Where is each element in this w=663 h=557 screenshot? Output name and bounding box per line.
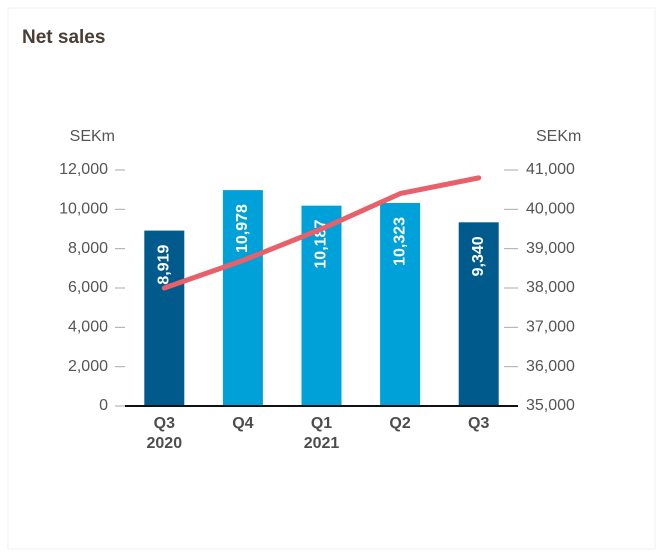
y2-tick-label: 41,000 — [526, 161, 575, 178]
bar-value-label: 10,978 — [234, 204, 251, 253]
bar — [144, 230, 185, 406]
y2-tick-label: 39,000 — [526, 240, 575, 257]
bar-value-label: 10,323 — [391, 217, 408, 266]
x-tick-label: Q4 — [232, 415, 254, 432]
chart-title: Net sales — [22, 27, 105, 48]
y2-tick-label: 40,000 — [526, 201, 575, 218]
y-tick-label: 10,000 — [59, 201, 108, 218]
bar-value-label: 9,340 — [470, 236, 487, 276]
x-tick-label: Q3 — [468, 415, 490, 432]
y2-tick-label: 36,000 — [526, 358, 575, 375]
y-tick-label: 12,000 — [59, 161, 108, 178]
y-tick-label: 6,000 — [68, 279, 108, 296]
bar — [380, 202, 421, 406]
y2-tick-label: 38,000 — [526, 279, 575, 296]
panel — [7, 7, 656, 550]
y2-tick-label: 37,000 — [526, 319, 575, 336]
y2-unit: SEKm — [536, 128, 581, 145]
bar — [222, 190, 263, 406]
y-tick-label: 8,000 — [68, 240, 108, 257]
y-unit: SEKm — [70, 128, 115, 145]
y2-tick-label: 35,000 — [526, 397, 575, 414]
bar — [301, 205, 342, 406]
bar — [458, 222, 499, 406]
line — [161, 175, 482, 291]
y-tick-label: 4,000 — [68, 319, 108, 336]
y-tick-label: 2,000 — [68, 358, 108, 375]
y-tick-label: 0 — [99, 397, 108, 414]
x-tick-label: Q2 — [389, 415, 411, 432]
x-tick-label: Q3 2020 — [146, 415, 183, 452]
bar-value-label: 8,919 — [156, 244, 173, 284]
x-tick-label: Q1 2021 — [303, 415, 340, 452]
